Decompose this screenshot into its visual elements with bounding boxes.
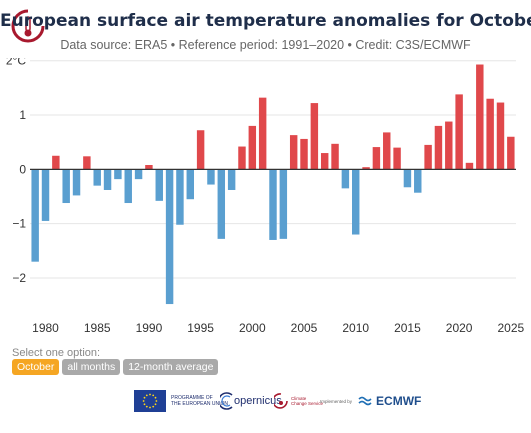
bar-2009[interactable] [341, 169, 350, 189]
bar-1998[interactable] [227, 169, 236, 190]
bar-1992[interactable] [165, 169, 174, 305]
programme-line-1: PROGRAMME OF [171, 395, 213, 401]
bar-1981[interactable] [52, 155, 60, 170]
eu-flag-icon [134, 390, 166, 412]
climate-thermometer-icon [274, 393, 288, 409]
all-months-option-button[interactable]: all months [62, 359, 121, 375]
bar-2003[interactable] [279, 169, 288, 239]
bar-1994[interactable] [186, 169, 194, 200]
bar-1984[interactable] [83, 156, 91, 170]
x-tick-label: 2025 [497, 321, 524, 335]
x-tick-label: 2020 [446, 321, 473, 335]
chart-title: European surface air temperature anomali… [0, 11, 531, 31]
bar-2014[interactable] [393, 147, 401, 170]
bar-1990[interactable] [145, 165, 153, 170]
bar-2018[interactable] [434, 125, 443, 170]
bar-1993[interactable] [176, 169, 184, 225]
y-tick-label: 2°C [6, 58, 26, 68]
bar-2025[interactable] [507, 136, 515, 170]
x-tick-label: 1985 [84, 321, 111, 335]
bar-1999[interactable] [238, 146, 246, 170]
bar-2012[interactable] [372, 147, 381, 170]
bar-1986[interactable] [103, 169, 112, 190]
y-tick-labels: −2 −1 0 1 2°C [6, 58, 26, 285]
bar-1995[interactable] [196, 130, 205, 170]
x-tick-labels: 1980 1985 1990 1995 2000 2005 2010 2015 2020 2025 [32, 321, 524, 335]
bar-2021[interactable] [465, 162, 474, 170]
climate-line-2: Change Service [291, 401, 324, 406]
copernicus-swirl-icon [220, 392, 233, 410]
bar-2016[interactable] [414, 169, 422, 193]
bar-2023[interactable] [486, 98, 494, 170]
ecmwf-wordmark: ECMWF [376, 394, 422, 408]
bar-2000[interactable] [248, 125, 257, 170]
eu-programme-logo: PROGRAMME OF THE EUROPEAN UNION [134, 390, 228, 412]
programme-line-2: THE EUROPEAN UNION [171, 401, 228, 407]
climate-change-service-logo: Climate Change Service [274, 390, 323, 412]
bar-2007[interactable] [320, 153, 329, 170]
bar-2017[interactable] [424, 144, 432, 170]
c3s-thermometer-logo-icon [11, 9, 45, 43]
y-tick-label: 0 [19, 162, 26, 176]
bars [31, 64, 515, 305]
bar-2022[interactable] [476, 64, 484, 170]
bar-1983[interactable] [72, 169, 81, 196]
ecmwf-logo: Implemented by ECMWF [320, 390, 421, 412]
copernicus-logo: opernicus [220, 390, 282, 412]
bar-2010[interactable] [352, 169, 360, 235]
bar-1982[interactable] [62, 169, 70, 204]
bar-1980[interactable] [41, 169, 50, 221]
bar-1985[interactable] [93, 169, 101, 186]
y-tick-label: −2 [12, 271, 26, 285]
october-option-button[interactable]: October [12, 359, 60, 375]
bar-2006[interactable] [310, 103, 319, 170]
y-tick-label: −1 [12, 217, 26, 231]
bar-1989[interactable] [134, 169, 143, 180]
bar-2024[interactable] [496, 102, 505, 170]
bar-2015[interactable] [403, 169, 412, 188]
bar-2019[interactable] [445, 121, 453, 170]
bar-2020[interactable] [455, 94, 463, 170]
bar-1991[interactable] [155, 169, 163, 201]
x-tick-label: 1980 [32, 321, 59, 335]
footer-logos: PROGRAMME OF THE EUROPEAN UNION opernicu… [0, 390, 531, 412]
x-tick-label: 1990 [136, 321, 163, 335]
bar-2002[interactable] [269, 169, 277, 240]
chart-subtitle: Data source: ERA5 • Reference period: 19… [60, 38, 471, 52]
select-option-label: Select one option: [12, 347, 101, 359]
bar-1997[interactable] [217, 169, 226, 239]
bar-2001[interactable] [258, 97, 267, 170]
temperature-anomaly-bar-chart: −2 −1 0 1 2°C 1980 1985 1990 1995 2000 2005 2010 20… [6, 58, 525, 335]
x-tick-label: 1995 [187, 321, 214, 335]
bar-1979[interactable] [31, 169, 39, 262]
x-tick-label: 2005 [291, 321, 318, 335]
bar-1996[interactable] [207, 169, 215, 185]
implemented-by-text: Implemented by [320, 398, 353, 404]
y-tick-label: 1 [19, 108, 26, 122]
bar-2013[interactable] [383, 132, 391, 170]
climate-line-1: Climate [291, 395, 307, 401]
bar-1988[interactable] [124, 169, 132, 204]
option-buttons: October all months 12-month average [12, 359, 219, 375]
x-tick-label: 2015 [394, 321, 421, 335]
x-tick-label: 2000 [239, 321, 266, 335]
bar-2005[interactable] [300, 138, 308, 170]
bar-1987[interactable] [114, 169, 122, 180]
bar-2004[interactable] [289, 135, 298, 170]
twelve-month-average-option-button[interactable]: 12-month average [123, 359, 219, 375]
copernicus-wordmark: opernicus [234, 395, 282, 407]
ecmwf-wave-icon [358, 396, 372, 406]
bar-2008[interactable] [331, 143, 339, 170]
x-tick-label: 2010 [342, 321, 369, 335]
bar-2011[interactable] [362, 167, 370, 170]
